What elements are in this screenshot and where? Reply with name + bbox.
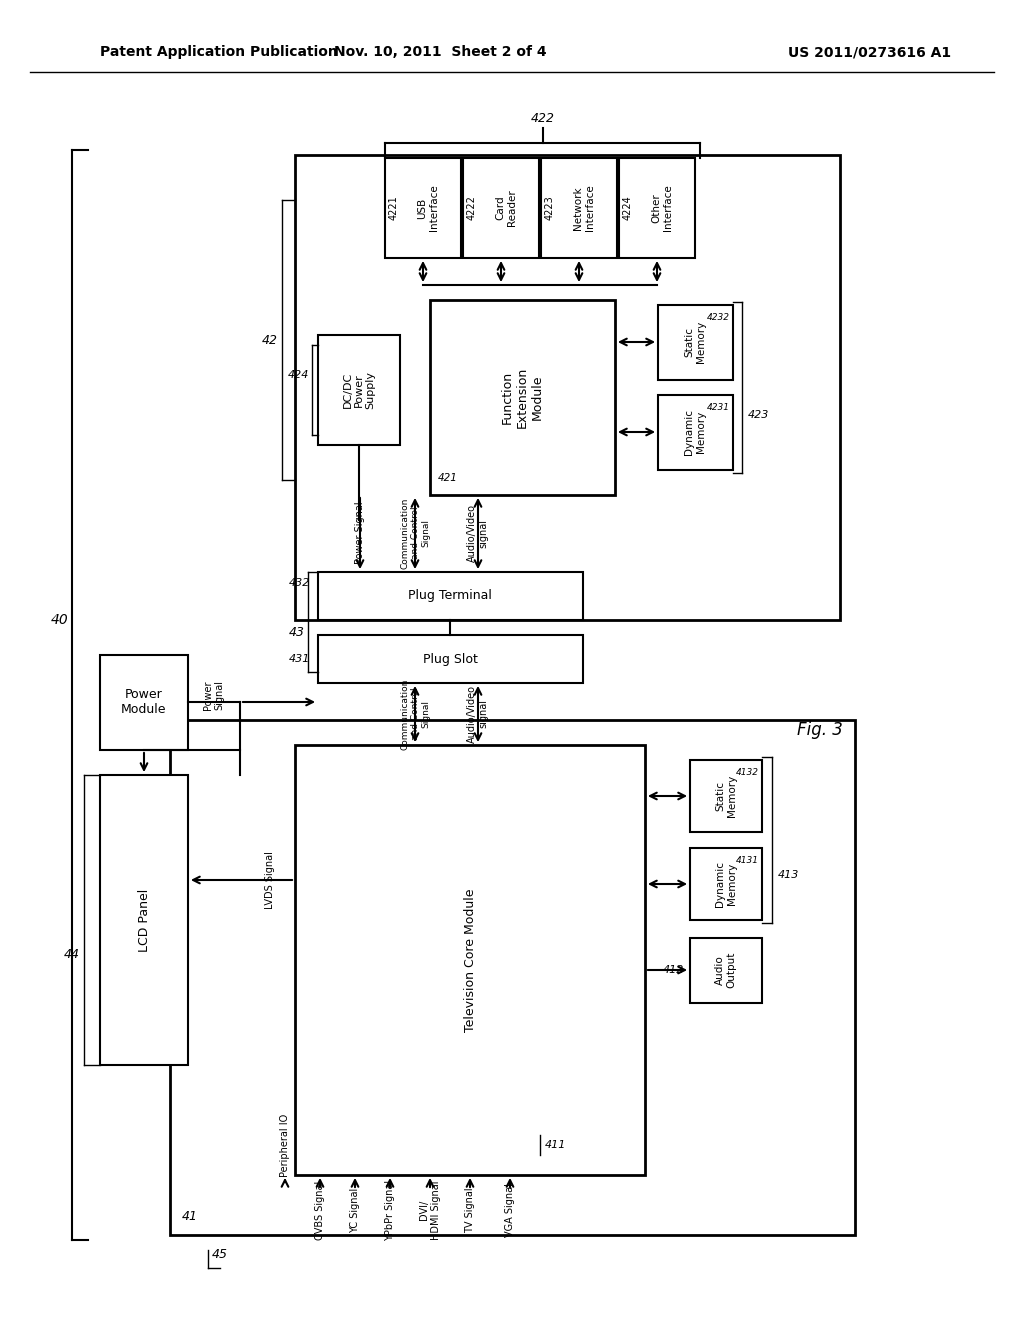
Text: DC/DC
Power
Supply: DC/DC Power Supply [342, 371, 376, 409]
Text: Function
Extension
Module: Function Extension Module [501, 367, 544, 428]
Text: 4222: 4222 [467, 195, 477, 220]
Bar [463, 158, 539, 257]
Bar [170, 719, 855, 1236]
Text: 43: 43 [289, 627, 305, 639]
Text: Static
Memory: Static Memory [684, 321, 706, 363]
Text: US 2011/0273616 A1: US 2011/0273616 A1 [788, 45, 951, 59]
Bar [385, 158, 461, 257]
Text: Television Core Module: Television Core Module [464, 888, 476, 1032]
Text: Audio/Video
signal: Audio/Video signal [467, 685, 488, 743]
Text: Fig. 3: Fig. 3 [797, 721, 843, 739]
Bar [690, 760, 762, 832]
Text: CVBS Signal: CVBS Signal [315, 1180, 325, 1239]
Text: USB
Interface: USB Interface [417, 185, 439, 231]
Bar [100, 775, 188, 1065]
Text: 422: 422 [531, 111, 555, 124]
Text: Patent Application Publication: Patent Application Publication [100, 45, 338, 59]
Text: Power
Module: Power Module [121, 688, 167, 715]
Bar [100, 655, 188, 750]
Text: 40: 40 [51, 612, 69, 627]
Text: 423: 423 [748, 411, 769, 420]
Bar [295, 744, 645, 1175]
Text: 4132: 4132 [736, 768, 759, 777]
Text: 4131: 4131 [736, 855, 759, 865]
Text: LCD Panel: LCD Panel [137, 888, 151, 952]
Text: Plug Terminal: Plug Terminal [408, 590, 492, 602]
Text: Other
Interface: Other Interface [651, 185, 673, 231]
Bar [690, 939, 762, 1003]
Text: Audio
Output: Audio Output [715, 952, 737, 989]
Text: 431: 431 [289, 653, 310, 664]
Bar [318, 572, 583, 620]
Text: 413: 413 [778, 870, 800, 880]
Text: 421: 421 [438, 473, 458, 483]
Text: 412: 412 [663, 965, 684, 975]
Text: 4232: 4232 [707, 313, 730, 322]
Bar [318, 335, 400, 445]
Text: Audio/Video
signal: Audio/Video signal [467, 504, 488, 562]
Text: Power
Signal: Power Signal [203, 680, 225, 710]
Text: Communication
and Control
Signal: Communication and Control Signal [400, 498, 430, 569]
Text: 4231: 4231 [707, 403, 730, 412]
Text: DVI/
HDMI Signal: DVI/ HDMI Signal [419, 1180, 440, 1239]
Text: 41: 41 [182, 1210, 198, 1224]
Bar [318, 635, 583, 682]
Text: 4224: 4224 [623, 195, 633, 220]
Bar [541, 158, 617, 257]
Text: Dynamic
Memory: Dynamic Memory [715, 861, 737, 907]
Text: TV Signal: TV Signal [465, 1187, 475, 1233]
Text: 42: 42 [262, 334, 278, 346]
Text: YPbPr Signal: YPbPr Signal [385, 1180, 395, 1241]
Text: 45: 45 [212, 1249, 228, 1262]
Bar [295, 154, 840, 620]
Text: 432: 432 [289, 578, 310, 587]
Bar [618, 158, 695, 257]
Text: Static
Memory: Static Memory [715, 775, 737, 817]
Bar [430, 300, 615, 495]
Text: Plug Slot: Plug Slot [423, 652, 477, 665]
Text: Peripheral IO: Peripheral IO [280, 1113, 290, 1176]
Text: Nov. 10, 2011  Sheet 2 of 4: Nov. 10, 2011 Sheet 2 of 4 [334, 45, 547, 59]
Text: 44: 44 [63, 949, 80, 961]
Text: YC Signal: YC Signal [350, 1188, 360, 1233]
Text: Card
Reader: Card Reader [496, 190, 517, 226]
Bar [658, 305, 733, 380]
Text: 411: 411 [545, 1140, 566, 1150]
Text: 4223: 4223 [545, 195, 555, 220]
Text: 424: 424 [288, 370, 309, 380]
Bar [658, 395, 733, 470]
Text: Network
Interface: Network Interface [573, 185, 595, 231]
Bar [690, 847, 762, 920]
Text: Communication
and Control
Signal: Communication and Control Signal [400, 678, 430, 750]
Text: Power Signal: Power Signal [355, 502, 365, 565]
Text: LVDS Signal: LVDS Signal [265, 851, 275, 909]
Text: VGA Signal: VGA Signal [505, 1183, 515, 1237]
Text: 4221: 4221 [389, 195, 399, 220]
Text: Dynamic
Memory: Dynamic Memory [684, 409, 706, 455]
